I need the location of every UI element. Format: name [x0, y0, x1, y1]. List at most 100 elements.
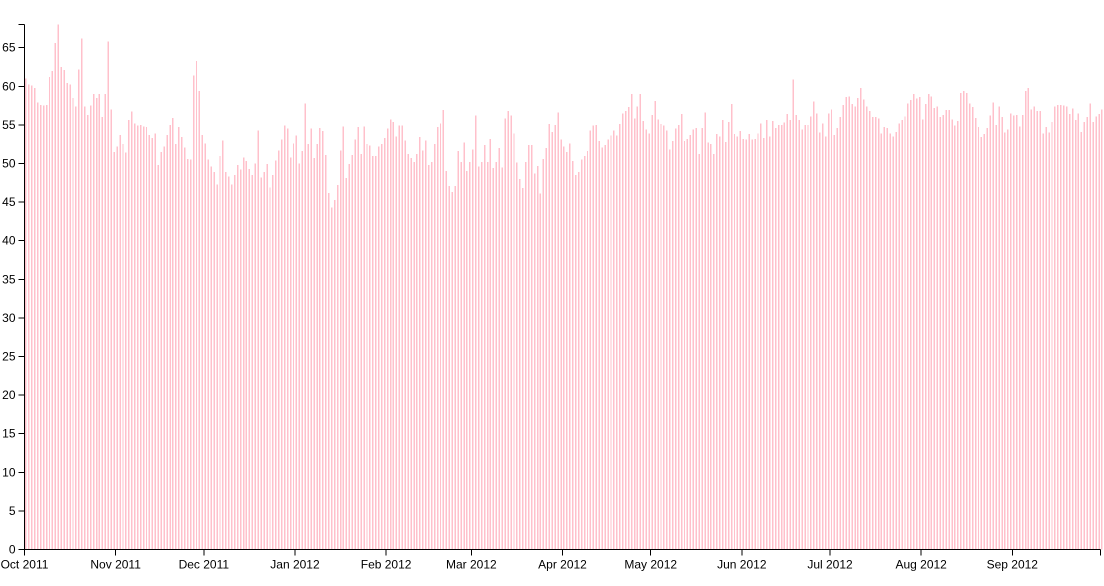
- bar: [472, 149, 474, 550]
- bar: [863, 99, 865, 550]
- bar: [642, 121, 645, 550]
- bar: [754, 138, 756, 550]
- bar: [386, 128, 389, 550]
- bar: [310, 128, 312, 550]
- bar: [239, 169, 242, 550]
- bar: [513, 133, 515, 550]
- y-tick-label: 20: [2, 388, 16, 402]
- bar: [871, 117, 874, 550]
- bar: [281, 139, 283, 550]
- bar: [89, 105, 92, 550]
- bar: [219, 155, 221, 550]
- bar: [892, 136, 894, 550]
- bar: [566, 151, 568, 550]
- bar: [142, 126, 145, 550]
- bar: [1065, 106, 1068, 550]
- bar: [748, 134, 750, 550]
- bar: [81, 38, 83, 550]
- bar: [198, 90, 201, 550]
- bar: [383, 137, 386, 550]
- bar: [351, 154, 354, 550]
- bar: [995, 124, 997, 550]
- bar: [833, 134, 836, 550]
- bar: [1095, 116, 1097, 550]
- bar: [336, 185, 339, 550]
- bar: [251, 175, 254, 550]
- bar: [860, 87, 862, 550]
- bar: [792, 79, 795, 550]
- bar: [704, 112, 706, 550]
- bar: [189, 159, 192, 550]
- bar: [119, 134, 121, 550]
- x-tick-label: Jan 2012: [270, 558, 320, 572]
- bar: [342, 126, 345, 550]
- bar: [398, 125, 401, 550]
- y-tick-label: 45: [2, 195, 16, 209]
- bar: [783, 122, 786, 550]
- bar: [269, 187, 271, 550]
- bar: [301, 151, 304, 550]
- bar: [389, 119, 392, 550]
- bar: [148, 134, 151, 550]
- bar: [457, 151, 459, 550]
- bar: [569, 143, 571, 550]
- bar: [563, 146, 565, 550]
- bar: [807, 124, 809, 550]
- bar: [751, 139, 753, 550]
- x-tick-label: Jun 2012: [717, 558, 767, 572]
- bar: [451, 192, 453, 550]
- bar: [181, 137, 183, 550]
- bar: [530, 144, 533, 550]
- bar: [419, 137, 421, 550]
- bar: [777, 124, 780, 550]
- bar: [1074, 120, 1077, 550]
- bar: [380, 144, 383, 550]
- bar: [25, 78, 27, 550]
- x-tick-label: Mar 2012: [446, 558, 497, 572]
- bar: [1030, 109, 1033, 550]
- bar: [95, 97, 98, 550]
- bar: [286, 128, 289, 550]
- bar: [260, 177, 262, 550]
- bar: [225, 171, 227, 550]
- bar: [504, 118, 506, 550]
- bar: [689, 134, 692, 550]
- bar: [430, 161, 433, 550]
- bar: [86, 114, 89, 550]
- bar: [924, 104, 927, 550]
- bar: [78, 69, 80, 550]
- bar: [545, 148, 548, 550]
- bar: [1089, 103, 1091, 550]
- y-tick-label: 15: [2, 427, 16, 441]
- bar: [395, 136, 398, 550]
- bar: [592, 125, 595, 550]
- bar: [222, 140, 224, 550]
- bar: [639, 93, 642, 550]
- bar: [489, 138, 492, 550]
- bar: [963, 90, 965, 550]
- bar: [1015, 114, 1018, 550]
- bar: [707, 142, 709, 550]
- x-tick-label: Oct 2011: [1, 558, 49, 572]
- bar: [325, 154, 327, 550]
- bar: [927, 93, 930, 550]
- bar: [289, 157, 292, 550]
- bar: [648, 133, 650, 550]
- bar: [813, 101, 815, 550]
- bar: [298, 163, 301, 550]
- bar: [595, 124, 598, 550]
- bar: [360, 154, 362, 550]
- bar: [880, 133, 883, 550]
- bar: [1060, 104, 1062, 550]
- bar: [110, 109, 112, 550]
- bar: [519, 178, 521, 550]
- bar: [1013, 115, 1015, 550]
- bar: [918, 97, 921, 550]
- bar: [977, 127, 980, 550]
- bar: [369, 145, 371, 550]
- bar: [330, 207, 333, 550]
- bar: [448, 185, 451, 550]
- bar: [275, 160, 277, 550]
- bar: [907, 103, 909, 550]
